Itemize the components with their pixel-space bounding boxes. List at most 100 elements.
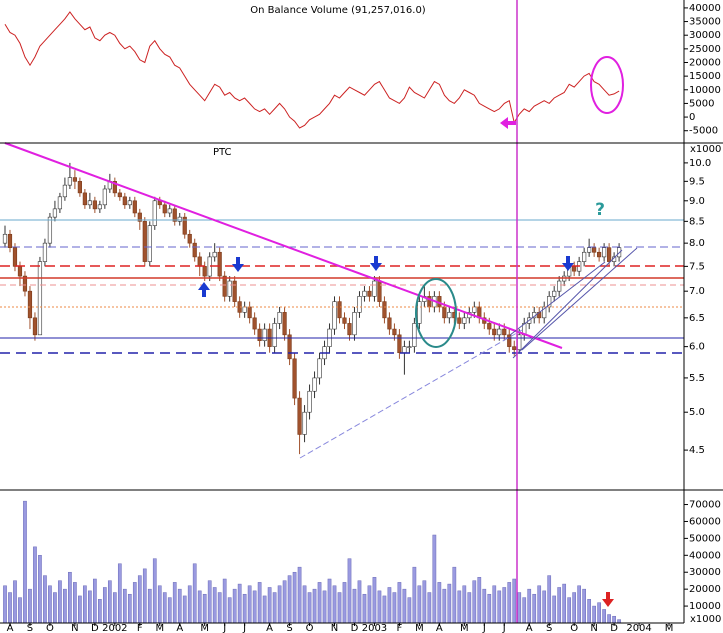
x-tick-label: O xyxy=(570,623,578,633)
candle-body xyxy=(252,317,257,330)
y-tick-label: 9.0 xyxy=(689,196,705,207)
candle-body xyxy=(42,242,48,262)
candle-body xyxy=(37,261,43,336)
candle-body xyxy=(417,301,422,324)
candle-body xyxy=(182,216,187,235)
y-tick-label: 70000 xyxy=(689,500,721,511)
candle-body xyxy=(127,200,132,206)
volume-bar xyxy=(527,588,532,624)
volume-bar xyxy=(462,585,467,624)
y-tick-label: 40000 xyxy=(689,3,721,14)
volume-bar xyxy=(537,585,542,624)
volume-bar xyxy=(507,582,512,624)
volume-bar xyxy=(327,578,332,624)
x-tick-label: D xyxy=(351,623,359,633)
volume-bar xyxy=(597,602,601,624)
candle-body xyxy=(277,312,282,324)
candle-body xyxy=(77,181,82,194)
arrow-up xyxy=(198,282,210,297)
candle-body xyxy=(507,334,512,347)
candle-body xyxy=(587,247,592,253)
volume-bar xyxy=(58,580,62,624)
candle-body xyxy=(247,306,252,319)
volume-bar xyxy=(212,587,217,624)
candle-body xyxy=(2,233,8,244)
volume-bar xyxy=(222,578,227,624)
y-tick-label: 8.5 xyxy=(689,216,705,227)
x-tick-label: M xyxy=(200,623,209,633)
arrow-down xyxy=(370,256,382,271)
volume-bar xyxy=(197,590,202,624)
x-tick-label: N xyxy=(71,623,78,633)
candle-body xyxy=(362,290,367,297)
candle-body xyxy=(92,200,97,210)
x-tick-label: S xyxy=(27,623,33,633)
y-tick-label: 0 xyxy=(689,112,695,123)
candle-body xyxy=(312,377,317,392)
candle-body xyxy=(262,328,267,341)
x-tick-label: S xyxy=(546,623,552,633)
x-tick-label: N xyxy=(331,623,338,633)
volume-bar xyxy=(98,599,102,624)
volume-bar xyxy=(337,592,342,624)
volume-bar xyxy=(332,585,337,624)
candle-body xyxy=(22,275,28,292)
volume-bar xyxy=(137,575,142,624)
candle-body xyxy=(307,390,312,413)
x-tick-label: J xyxy=(502,623,506,633)
volume-bar xyxy=(247,585,252,624)
x-tick-label: F xyxy=(137,623,143,633)
volume-bar xyxy=(322,590,327,624)
candle-body xyxy=(97,204,102,210)
candle-body xyxy=(197,256,202,267)
volume-bar xyxy=(517,592,522,624)
unit-label: x1000 xyxy=(690,144,721,155)
volume-bar xyxy=(172,582,177,624)
x-tick-label: A xyxy=(266,623,273,633)
candle-body xyxy=(82,192,87,206)
volume-bar xyxy=(607,614,611,624)
volume-bar xyxy=(582,588,586,624)
volume-bar xyxy=(382,595,387,624)
candle-body xyxy=(242,306,247,313)
y-tick-label: 30000 xyxy=(689,30,721,41)
candle-body xyxy=(317,358,322,379)
volume-bar xyxy=(567,597,572,624)
volume-bar xyxy=(407,597,412,624)
volume-bar xyxy=(557,587,562,624)
y-tick-label: 20000 xyxy=(689,584,721,595)
y-tick-label: 7.5 xyxy=(689,261,705,272)
volume-bar xyxy=(68,571,72,624)
volume-bar xyxy=(227,597,232,624)
x-tick-label: A xyxy=(436,623,443,633)
volume-bar xyxy=(102,587,107,624)
volume-bar xyxy=(552,595,557,624)
channel-line xyxy=(509,261,606,336)
x-tick-label: A xyxy=(526,623,533,633)
volume-bar xyxy=(422,580,427,624)
volume-bar xyxy=(342,582,347,624)
candle-body xyxy=(227,280,232,297)
candle-body xyxy=(152,200,157,226)
channel-line xyxy=(512,249,623,359)
y-tick-label: 4.5 xyxy=(689,445,705,456)
volume-bar xyxy=(307,592,312,624)
candle-body xyxy=(112,181,117,194)
volume-bar xyxy=(127,593,132,624)
y-tick-label: 5000 xyxy=(689,98,714,109)
volume-bar xyxy=(147,588,152,624)
y-tick-label: 8.0 xyxy=(689,238,705,249)
candle-body xyxy=(62,184,68,198)
candle-body xyxy=(137,212,142,222)
volume-bar xyxy=(432,534,437,624)
y-tick-label: 20000 xyxy=(689,57,721,68)
volume-bar xyxy=(162,592,167,624)
candle-body xyxy=(162,204,167,214)
volume-bar xyxy=(602,609,606,624)
candle-body xyxy=(592,247,597,253)
down-trendline xyxy=(4,142,563,349)
y-tick-label: 7.0 xyxy=(689,286,705,297)
candle-body xyxy=(472,306,477,313)
volume-bar xyxy=(612,615,616,624)
volume-bar xyxy=(73,582,77,624)
